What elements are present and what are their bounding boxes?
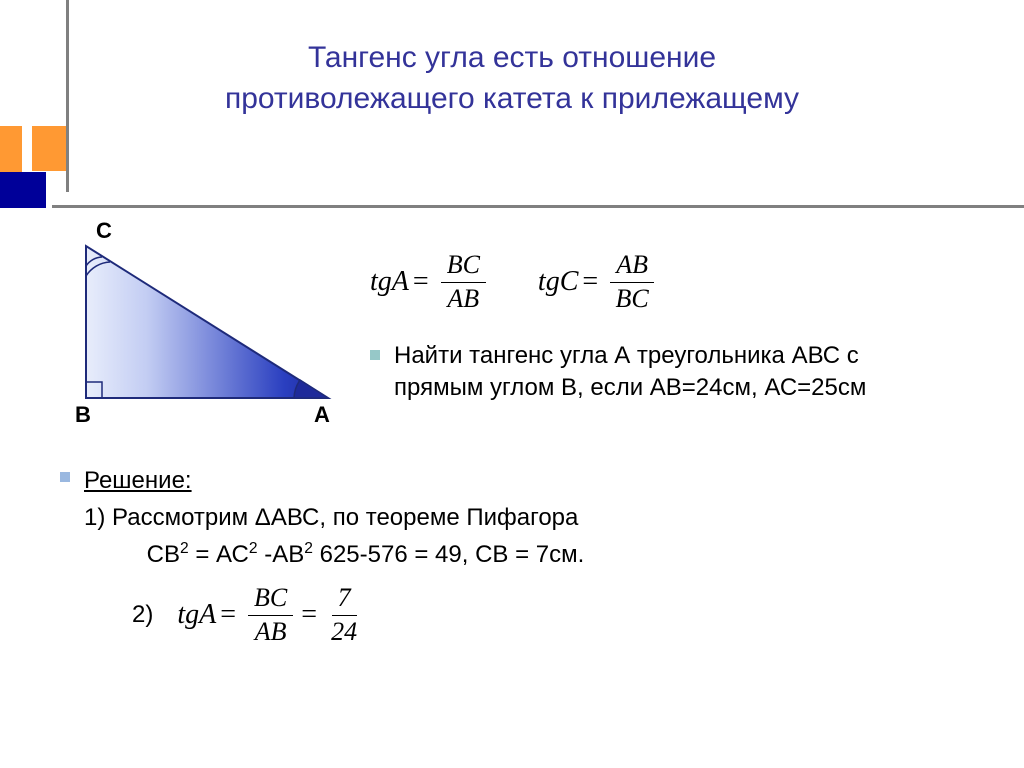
formula-tgc-frac: AB BC — [610, 251, 654, 313]
problem-text: Найти тангенс угла А треугольника АВС с … — [394, 340, 940, 405]
formula-tgc-lhs: tgC — [538, 266, 578, 298]
title-line-2: противолежащего катета к прилежащему — [225, 82, 799, 115]
problem-bullet: Найти тангенс угла А треугольника АВС с … — [370, 340, 940, 405]
frac-num: BC — [441, 251, 486, 283]
frac-num: 7 — [332, 584, 357, 616]
solution-line-1: 1) Рассмотрим ΔАВС, по теореме Пифагора — [84, 504, 578, 531]
solution-bullet: Решение: 1) Рассмотрим ΔАВС, по теореме … — [60, 462, 960, 574]
triangle-figure: C B A — [78, 238, 338, 413]
step2-math: tgA = BC AB = 7 24 — [177, 584, 357, 646]
solution-step-2: 2) tgA = BC AB = 7 24 — [132, 584, 357, 646]
frac-den: AB — [255, 616, 287, 647]
frac-num: BC — [248, 584, 293, 616]
slide-title: Тангенс угла есть отношение противолежащ… — [0, 38, 1024, 119]
vertex-label-b: B — [75, 402, 91, 428]
deco-horizontal-line — [52, 205, 1024, 208]
solution-text: Решение: 1) Рассмотрим ΔАВС, по теореме … — [84, 462, 584, 574]
frac-den: BC — [615, 283, 648, 314]
frac-den: 24 — [331, 616, 357, 647]
vertex-label-a: A — [314, 402, 330, 428]
step2-frac-1: BC AB — [248, 584, 293, 646]
formula-tgc: tgC = AB BC — [538, 251, 654, 313]
formula-tga-lhs: tgA — [370, 266, 409, 298]
formula-row: tgA = BC AB tgC = AB BC — [370, 251, 654, 313]
solution-label: Решение: — [84, 467, 192, 494]
vertex-label-c: C — [96, 218, 112, 244]
formula-tga-frac: BC AB — [441, 251, 486, 313]
step2-lhs: tgA — [177, 599, 216, 631]
title-line-1: Тангенс угла есть отношение — [308, 41, 716, 74]
step2-label: 2) — [132, 601, 153, 629]
bullet-icon — [370, 350, 380, 360]
step2-frac-2: 7 24 — [331, 584, 357, 646]
deco-orange-block-2 — [32, 126, 66, 171]
frac-den: AB — [447, 283, 479, 314]
eq-part: = АС — [195, 541, 249, 568]
minus-part: -АВ — [264, 541, 304, 568]
bullet-icon — [60, 472, 70, 482]
rest-part: 625-576 = 49, СВ = 7см. — [320, 541, 585, 568]
deco-navy-block — [0, 172, 46, 208]
frac-num: AB — [610, 251, 654, 283]
formula-tga: tgA = BC AB — [370, 251, 486, 313]
cb-var: СВ — [147, 541, 180, 568]
